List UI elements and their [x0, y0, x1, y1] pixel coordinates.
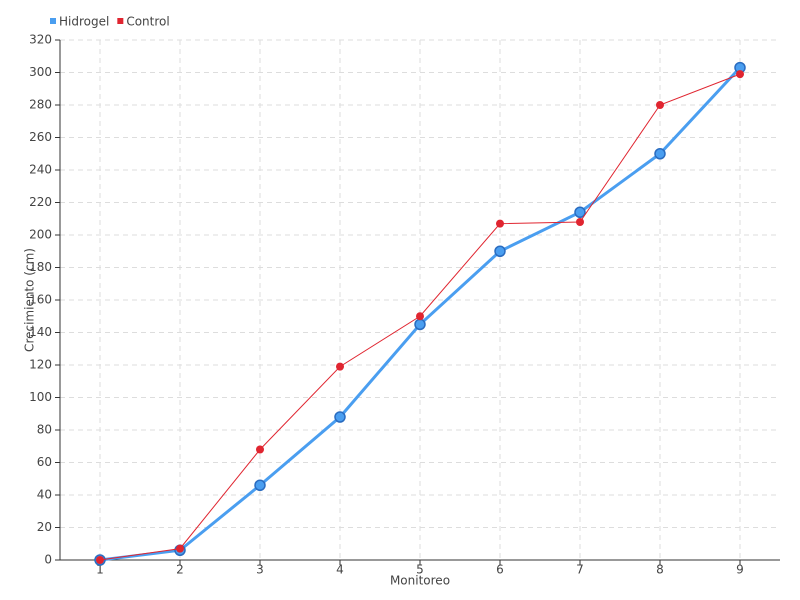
data-point	[256, 445, 264, 454]
legend-swatch	[50, 18, 56, 24]
data-point	[736, 70, 744, 79]
y-axis-label: Crecimiento (cm)	[23, 248, 37, 352]
y-tick-label: 0	[44, 553, 52, 567]
y-tick-label: 180	[29, 260, 52, 274]
data-point	[574, 206, 586, 218]
y-tick-label: 280	[29, 98, 52, 112]
y-tick-label: 160	[29, 293, 52, 307]
y-tick-label: 260	[29, 130, 52, 144]
data-point	[416, 312, 424, 321]
y-tick-label: 320	[29, 33, 52, 47]
x-axis-label: Monitoreo	[390, 574, 450, 588]
data-point	[176, 544, 184, 553]
y-tick-label: 100	[29, 390, 52, 404]
legend-label: Control	[126, 15, 169, 29]
legend-label: Hidrogel	[59, 15, 109, 29]
data-point	[656, 101, 664, 109]
data-point	[576, 218, 584, 226]
data-point	[494, 245, 506, 257]
data-point	[96, 556, 104, 564]
x-tick-label: 8	[656, 563, 664, 577]
y-tick-label: 60	[37, 455, 52, 469]
y-tick-label: 80	[37, 423, 52, 437]
x-tick-label: 6	[496, 563, 504, 577]
data-point	[654, 148, 666, 160]
y-tick-label: 240	[29, 163, 52, 177]
y-tick-label: 300	[29, 65, 52, 79]
data-point	[496, 219, 504, 228]
x-tick-label: 9	[736, 563, 744, 577]
y-tick-label: 200	[29, 228, 52, 242]
x-tick-label: 1	[96, 563, 104, 577]
x-tick-label: 3	[256, 563, 264, 577]
y-tick-label: 20	[37, 520, 52, 534]
x-tick-label: 7	[576, 563, 584, 577]
y-tick-label: 220	[29, 195, 52, 209]
y-tick-label: 40	[37, 488, 52, 502]
y-tick-label: 120	[29, 358, 52, 372]
legend-swatch	[117, 18, 124, 24]
data-point	[414, 318, 426, 331]
data-point	[254, 479, 266, 491]
x-tick-label: 2	[176, 563, 184, 577]
data-point	[336, 362, 344, 371]
data-point	[334, 411, 346, 423]
x-tick-label: 5	[416, 563, 424, 577]
y-tick-label: 140	[29, 325, 52, 339]
x-tick-label: 4	[336, 563, 344, 577]
